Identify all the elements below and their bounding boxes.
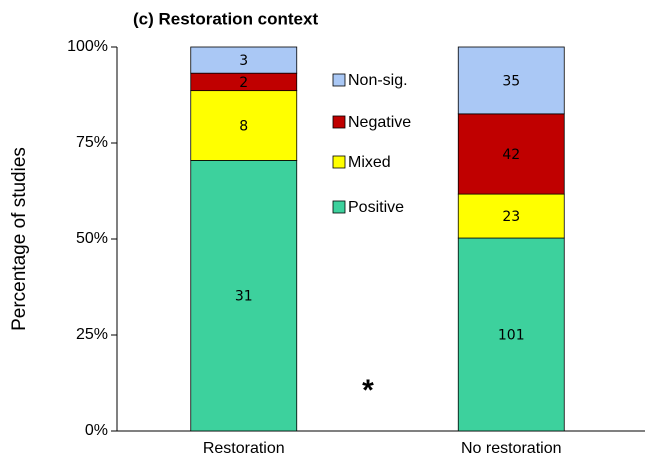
bar-segment xyxy=(190,90,298,161)
legend-swatch xyxy=(332,200,346,214)
y-tick-label: 25% xyxy=(76,326,108,343)
bar-segment xyxy=(457,113,565,195)
data-label: 42 xyxy=(502,147,520,163)
data-label: 101 xyxy=(498,328,525,344)
data-label: 23 xyxy=(502,209,520,225)
x-tick-label: Restoration xyxy=(203,440,285,457)
y-tick-label: 100% xyxy=(67,38,108,55)
legend-label: Negative xyxy=(348,114,411,131)
legend-swatch xyxy=(332,115,346,129)
legend-label: Non-sig. xyxy=(348,72,408,89)
data-label: 31 xyxy=(235,289,253,305)
y-tick-label: 75% xyxy=(76,134,108,151)
x-tick-label: No restoration xyxy=(461,440,562,457)
chart-title: (c) Restoration context xyxy=(133,9,318,28)
bar-segment xyxy=(457,237,565,432)
annotation: * xyxy=(362,374,374,407)
bar-segment xyxy=(457,46,565,115)
bar-segment xyxy=(190,160,298,432)
y-axis-label: Percentage of studies xyxy=(9,147,30,331)
legend-swatch xyxy=(332,73,346,87)
legend-swatch xyxy=(332,155,346,169)
bar-segment xyxy=(190,46,298,74)
bar-segment xyxy=(457,193,565,239)
data-label: 3 xyxy=(239,53,248,69)
data-label: 2 xyxy=(239,75,248,91)
data-label: 35 xyxy=(502,73,520,89)
data-label: 8 xyxy=(239,119,248,135)
legend-label: Positive xyxy=(348,199,404,216)
y-tick-label: 0% xyxy=(85,422,108,439)
legend-label: Mixed xyxy=(348,154,391,171)
y-tick-label: 50% xyxy=(76,230,108,247)
